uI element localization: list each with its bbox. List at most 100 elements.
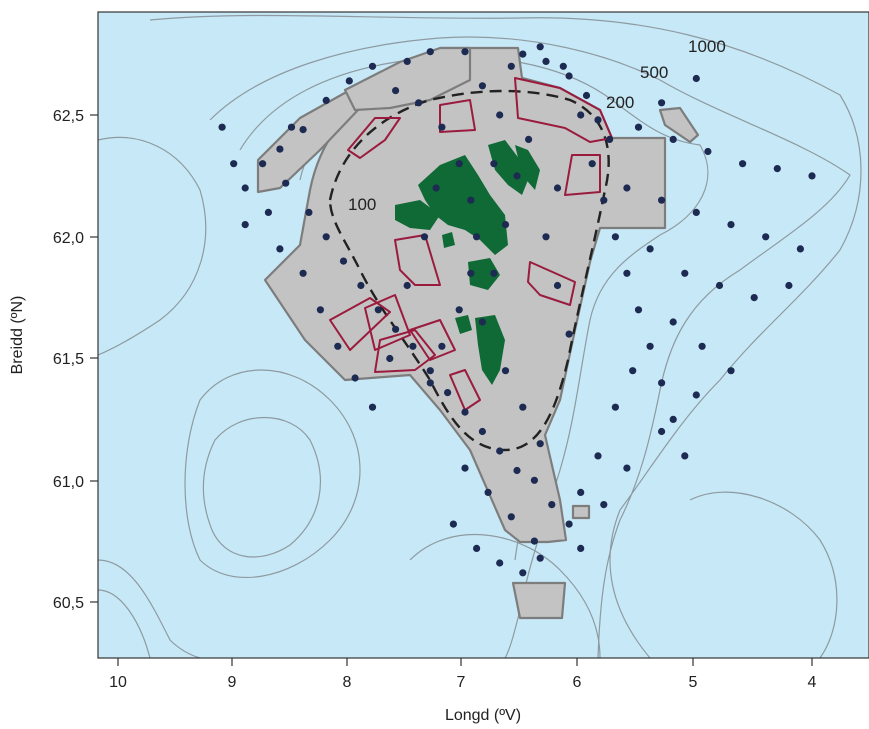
closed-boxes [329,77,613,411]
x-tick-5: 5 [689,674,698,691]
station-point [426,367,434,375]
station-point [473,544,481,553]
station-point [241,184,249,192]
x-tick-7: 7 [457,674,466,691]
station-point [565,72,573,80]
station-point [357,281,365,290]
station-point [727,367,735,375]
y-axis [90,114,98,603]
station-point [536,440,544,448]
station-point [530,476,539,484]
contour-east-bank [689,491,838,658]
station-point [698,342,706,350]
station-point [403,57,411,65]
x-axis [117,658,813,666]
station-point [368,403,377,411]
station-point [542,57,550,65]
box-w3 [364,294,411,351]
station-point [287,123,296,131]
shelf-zone-small-square [571,504,591,520]
station-point [623,184,631,192]
box-nw [347,117,401,159]
station-point [530,537,539,545]
island-sandoy [468,258,500,290]
station-point [392,87,400,95]
station-point [305,208,313,216]
contour-southwest [98,559,201,658]
station-point [594,116,602,124]
station-point [634,306,643,314]
shelf-zone-northwest [256,88,360,194]
station-point [461,464,469,472]
contour-bank-west [184,369,361,579]
contour-label-200: 200 [606,93,634,112]
station-point [426,48,434,56]
x-axis-title: Longd (ºV) [445,707,521,724]
station-point [739,160,747,168]
island-vagar [395,200,440,230]
y-tick-62-0: 62,0 [53,230,84,247]
station-point [542,233,550,241]
station-point [669,415,677,423]
contour-500 [209,36,851,658]
station-point [629,367,637,375]
station-point [594,452,602,460]
station-point [658,427,666,436]
station-point [704,147,712,156]
station-point [501,221,510,229]
station-point [501,367,510,375]
station-point [276,145,284,153]
station-point [496,447,504,455]
station-point [259,160,267,168]
station-point [282,179,290,187]
x-tick-10: 10 [109,674,127,691]
station-point [322,96,330,104]
station-point [455,306,463,314]
station-point [368,62,377,70]
station-point [808,172,816,180]
faroe-islands [395,140,540,385]
station-point [513,466,521,475]
shelf-zone-northeast-strip [658,106,700,144]
y-tick-61-5: 61,5 [53,351,84,368]
station-point [415,99,423,107]
island-north-2 [515,145,540,190]
station-point [334,342,342,350]
station-point [392,325,400,333]
station-point [426,379,434,387]
survey-stations [218,43,816,577]
station-point [386,354,394,363]
y-axis-title: Breidd (ºN) [9,296,26,375]
station-point [577,111,585,119]
station-point [536,43,544,51]
station-point [519,403,527,411]
box-s1 [449,369,481,411]
box-sw1 [374,329,436,373]
box-n1 [439,99,476,133]
x-tick-9: 9 [228,674,237,691]
station-point [507,62,515,70]
station-point [762,233,770,241]
island-streymoy-eysturoy [418,155,508,255]
station-point [351,374,359,382]
box-w1 [394,234,441,286]
station-point [409,342,417,350]
station-point [299,126,307,134]
station-point [536,554,544,562]
contour-label-500: 500 [640,63,668,82]
station-point [548,501,556,509]
contour-label-1000: 1000 [688,37,726,56]
station-point [513,172,521,180]
x-tick-6: 6 [573,674,582,691]
station-point [473,233,481,241]
station-point [796,245,805,253]
station-point [339,257,348,265]
station-point [455,160,463,168]
station-point [519,569,527,577]
station-point [374,306,382,314]
station-point [692,208,700,216]
station-point [600,501,608,509]
station-point [461,408,469,416]
station-point [438,342,446,350]
box-e1 [564,154,601,196]
